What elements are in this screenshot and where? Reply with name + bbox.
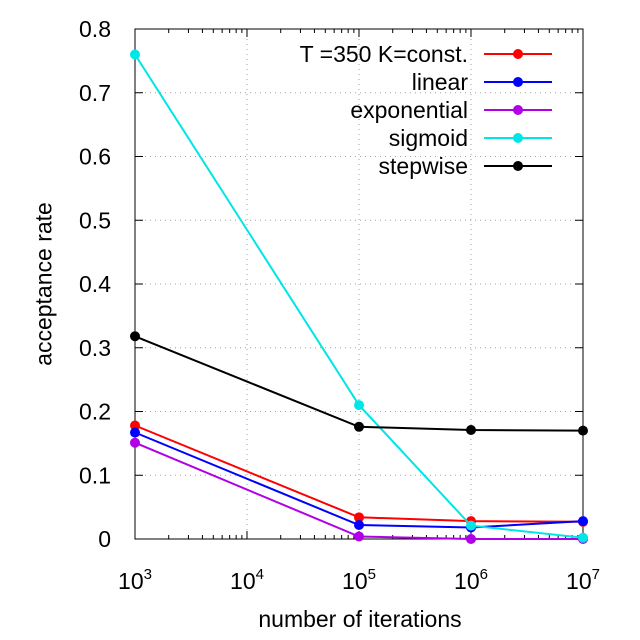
x-tick-label: 104 [230, 566, 264, 594]
legend-item: linear [412, 69, 552, 95]
series-line [134, 441, 583, 540]
legend-marker [513, 105, 523, 115]
data-point [466, 424, 476, 435]
y-tick-label: 0.1 [79, 462, 111, 488]
legend-marker [513, 77, 523, 87]
legend-label: sigmoid [389, 125, 468, 151]
legend-marker [513, 161, 523, 171]
legend-label: exponential [350, 97, 468, 123]
data-point [354, 519, 364, 530]
series-line [134, 335, 584, 432]
y-tick-label: 0.5 [79, 207, 111, 233]
x-tick-label: 103 [118, 566, 152, 594]
legend-label: stepwise [379, 153, 468, 179]
y-tick-label: 0.3 [79, 335, 111, 361]
y-tick-label: 0 [98, 526, 111, 552]
legend-label: T =350 K=const. [300, 41, 468, 67]
data-point [354, 512, 364, 523]
data-point [466, 534, 476, 544]
series-line [134, 431, 584, 529]
series-line [134, 424, 584, 523]
legend: T =350 K=const.linearexponentialsigmoids… [300, 41, 552, 179]
y-tick-label: 0.8 [79, 16, 111, 42]
data-point [130, 437, 140, 448]
data-point [354, 421, 364, 432]
data-point [130, 427, 140, 438]
series-1 [130, 420, 588, 527]
y-tick-label: 0.7 [79, 80, 111, 106]
x-tick-label: 106 [454, 566, 488, 594]
series-4 [130, 49, 588, 543]
legend-item: sigmoid [389, 125, 552, 151]
legend-item: T =350 K=const. [300, 41, 552, 67]
grid [135, 29, 583, 539]
data-point [354, 531, 364, 542]
data-point [578, 532, 588, 543]
legend-marker [513, 133, 523, 143]
legend-marker [513, 49, 523, 59]
axis-ticks: 0 0.1 0.2 0.3 0.4 0.5 0.6 0.7 0.8 103 104 105 106 107 [79, 16, 600, 594]
legend-item: stepwise [379, 153, 552, 179]
x-axis-label: number of iterations [258, 606, 462, 632]
data-point [578, 516, 588, 527]
series-5 [130, 331, 588, 436]
y-tick-label: 0.4 [79, 271, 111, 297]
y-axis-label: acceptance rate [30, 202, 57, 366]
y-tick-label: 0.6 [79, 144, 111, 170]
data-point [130, 331, 140, 342]
x-tick-label: 107 [566, 566, 600, 594]
data-point [578, 425, 588, 436]
y-tick-label: 0.2 [79, 399, 111, 425]
series-line [134, 53, 584, 539]
x-tick-label: 105 [342, 566, 376, 594]
data-point [130, 49, 140, 60]
data-point [466, 520, 476, 531]
series-layer [130, 49, 588, 544]
legend-item: exponential [350, 97, 552, 123]
legend-label: linear [412, 69, 469, 95]
data-point [354, 400, 364, 411]
data-point [130, 420, 140, 431]
